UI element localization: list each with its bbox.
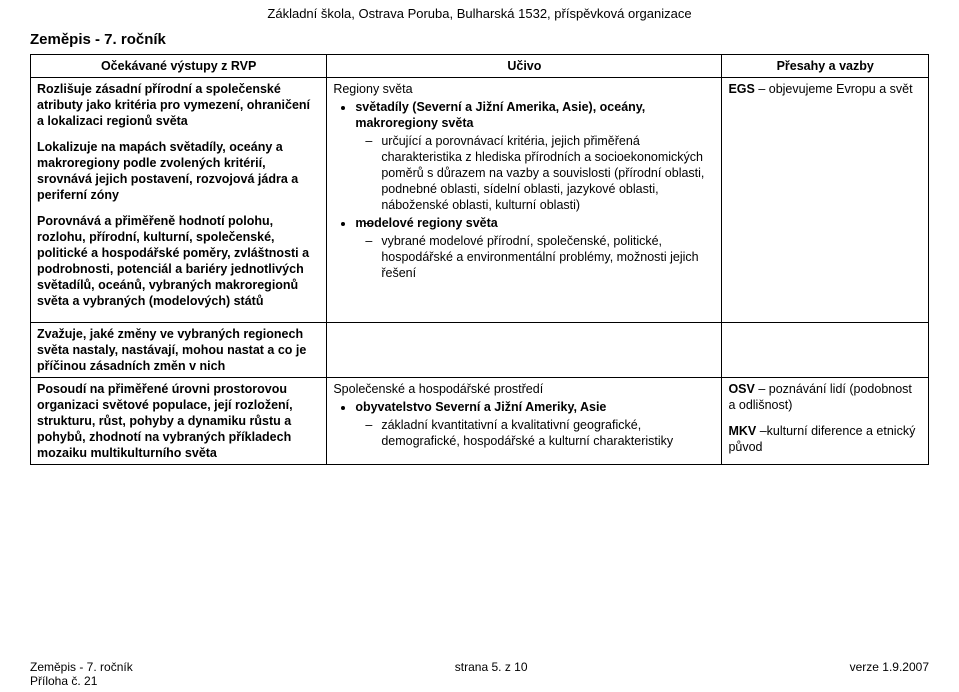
table-row: Rozlišuje zásadní přírodní a společenské… (31, 78, 929, 323)
content-sublist: vybrané modelové přírodní, společenské, … (355, 233, 715, 281)
cell-outcomes-2: Zvažuje, jaké změny ve vybraných regione… (31, 323, 327, 378)
content-sublist: určující a porovnávací kritéria, jejich … (355, 133, 715, 213)
content-subitem: základní kvantitativní a kvalitativní ge… (381, 417, 715, 449)
outcome-para: Posoudí na přiměřené úrovni prostorovou … (37, 381, 320, 461)
content-list: obyvatelstvo Severní a Jižní Ameriky, As… (333, 399, 715, 449)
cell-outcomes-3: Posoudí na přiměřené úrovni prostorovou … (31, 378, 327, 465)
link-text: –kulturní diference a etnický původ (728, 424, 915, 454)
table-header-row: Očekávané výstupy z RVP Učivo Přesahy a … (31, 55, 929, 78)
link-line: MKV –kulturní diference a etnický původ (728, 423, 922, 455)
page: Základní škola, Ostrava Poruba, Bulharsk… (0, 0, 959, 692)
link-code: OSV (728, 382, 754, 396)
subject-title: Zeměpis - 7. ročník (30, 31, 929, 48)
curriculum-table: Očekávané výstupy z RVP Učivo Přesahy a … (30, 54, 929, 465)
content-subitem: vybrané modelové přírodní, společenské, … (381, 233, 715, 281)
cell-content-3: Společenské a hospodářské prostředí obyv… (327, 378, 722, 465)
footer-center: strana 5. z 10 (30, 660, 929, 674)
cell-content-2 (327, 323, 722, 378)
col-header-links: Přesahy a vazby (722, 55, 929, 78)
cell-content-1: Regiony světa světadíly (Severní a Jižní… (327, 78, 722, 323)
content-item-head: světadíly (Severní a Jižní Amerika, Asie… (355, 100, 645, 130)
cell-outcomes-1: Rozlišuje zásadní přírodní a společenské… (31, 78, 327, 323)
col-header-outcomes: Očekávané výstupy z RVP (31, 55, 327, 78)
content-item-head: obyvatelstvo Severní a Jižní Ameriky, As… (355, 400, 606, 414)
content-item: modelové regiony světa vybrané modelové … (355, 215, 715, 281)
content-item-head: modelové regiony světa (355, 216, 497, 230)
content-subitem: určující a porovnávací kritéria, jejich … (381, 133, 715, 213)
link-text: – poznávání lidí (podobnost a odlišnost) (728, 382, 911, 412)
content-item: světadíly (Severní a Jižní Amerika, Asie… (355, 99, 715, 213)
content-list: světadíly (Severní a Jižní Amerika, Asie… (333, 99, 715, 281)
table-row: Zvažuje, jaké změny ve vybraných regione… (31, 323, 929, 378)
school-org-line: Základní škola, Ostrava Poruba, Bulharsk… (30, 6, 929, 21)
link-code: EGS (728, 82, 754, 96)
content-item: obyvatelstvo Severní a Jižní Ameriky, As… (355, 399, 715, 449)
link-line: OSV – poznávání lidí (podobnost a odlišn… (728, 381, 922, 413)
cell-links-1: EGS – objevujeme Evropu a svět (722, 78, 929, 323)
footer-left-line2: Příloha č. 21 (30, 674, 97, 688)
cell-links-3: OSV – poznávání lidí (podobnost a odlišn… (722, 378, 929, 465)
link-text: – objevujeme Evropu a svět (755, 82, 913, 96)
cell-links-2 (722, 323, 929, 378)
outcome-para: Lokalizuje na mapách světadíly, oceány a… (37, 139, 320, 203)
outcome-para: Rozlišuje zásadní přírodní a společenské… (37, 81, 320, 129)
outcome-para: Porovnává a přiměřeně hodnotí polohu, ro… (37, 213, 320, 309)
footer-right: verze 1.9.2007 (850, 660, 929, 674)
table-row: Posoudí na přiměřené úrovni prostorovou … (31, 378, 929, 465)
content-sublist: základní kvantitativní a kvalitativní ge… (355, 417, 715, 449)
content-title: Regiony světa (333, 81, 715, 97)
footer-left: Zeměpis - 7. ročník Příloha č. 21 (30, 660, 133, 688)
col-header-content: Učivo (327, 55, 722, 78)
content-title: Společenské a hospodářské prostředí (333, 381, 715, 397)
page-footer: verze 1.9.2007 Zeměpis - 7. ročník Přílo… (30, 660, 929, 688)
outcome-para: Zvažuje, jaké změny ve vybraných regione… (37, 326, 320, 374)
footer-left-line1: Zeměpis - 7. ročník (30, 660, 133, 674)
link-code: MKV (728, 424, 756, 438)
link-line: EGS – objevujeme Evropu a svět (728, 81, 922, 97)
